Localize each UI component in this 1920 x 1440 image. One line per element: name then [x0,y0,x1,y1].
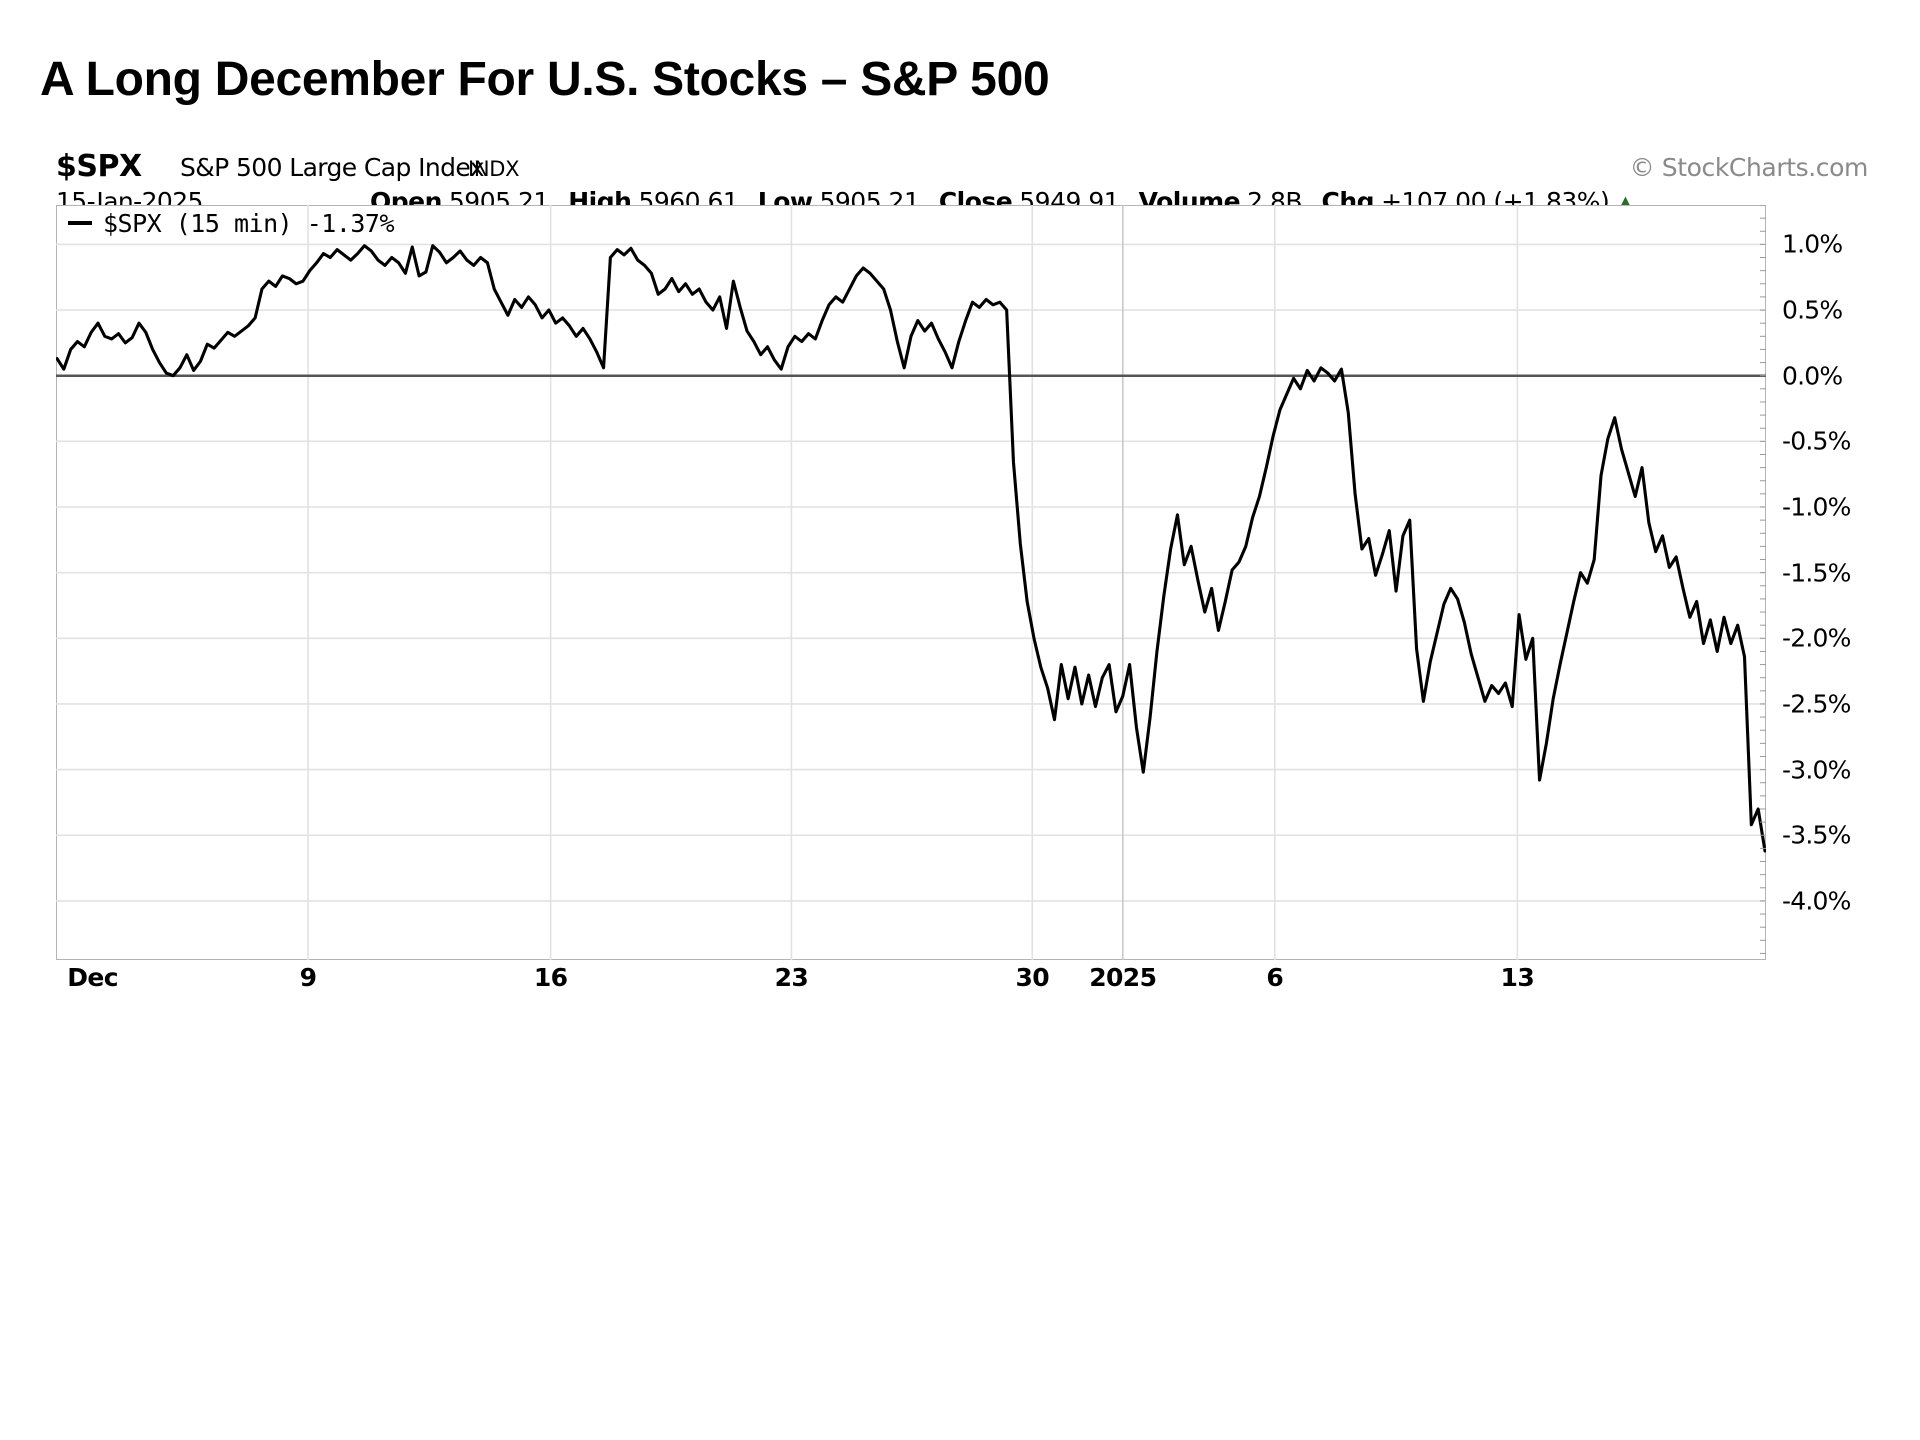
x-axis-tick-label: Dec [67,963,118,992]
chart-legend: $SPX (15 min) -1.37% [68,209,395,238]
x-axis-tick-label: 30 [1015,963,1050,992]
x-axis: Dec 9 16 23 30 2025 6 13 [56,963,1766,1013]
x-axis-tick-label: 23 [774,963,809,992]
x-axis-tick-label: 16 [533,963,568,992]
legend-label: $SPX (15 min) -1.37% [103,209,395,238]
y-axis-tick-label: -3.5% [1782,820,1851,850]
y-axis-tick-label: 0.0% [1782,361,1843,391]
y-axis-tick-label: -4.0% [1782,886,1851,916]
ticker-symbol: $SPX [56,149,142,184]
y-tick-marks [1760,205,1766,954]
x-axis-tick-label: 6 [1266,963,1284,992]
stockcharts-logo: © StockCharts.com [1629,153,1869,182]
vertical-gridlines [307,205,1519,960]
y-axis-tick-label: -1.5% [1782,558,1851,588]
price-series-line [56,244,1766,853]
plot-area: $SPX (15 min) -1.37% [56,205,1766,960]
page-title: A Long December For U.S. Stocks – S&P 50… [40,53,1050,106]
y-axis-tick-label: -2.0% [1782,623,1851,653]
y-axis-tick-label: -0.5% [1782,426,1851,456]
plot-frame [56,205,1766,960]
y-axis-tick-label: -2.5% [1782,689,1851,719]
price-chart-svg [56,205,1766,960]
stockcharts-chart: $SPX S&P 500 Large Cap Index INDX © Stoc… [40,135,1880,1025]
gridlines [56,243,1766,902]
exchange-label: INDX [468,157,520,181]
x-axis-tick-label: 2025 [1089,963,1157,992]
y-axis-tick-label: 0.5% [1782,295,1843,325]
y-axis: 1.0% 0.5% 0.0% -0.5% -1.0% -1.5% -2.0% -2.5% -3.… [1766,205,1880,960]
y-axis-tick-label: -1.0% [1782,492,1851,522]
x-axis-tick-label: 9 [299,963,317,992]
index-name: S&P 500 Large Cap Index [180,153,485,182]
x-axis-tick-label: 13 [1500,963,1535,992]
y-axis-tick-label: 1.0% [1782,229,1843,259]
legend-line-swatch [68,220,92,225]
y-axis-tick-label: -3.0% [1782,755,1851,785]
